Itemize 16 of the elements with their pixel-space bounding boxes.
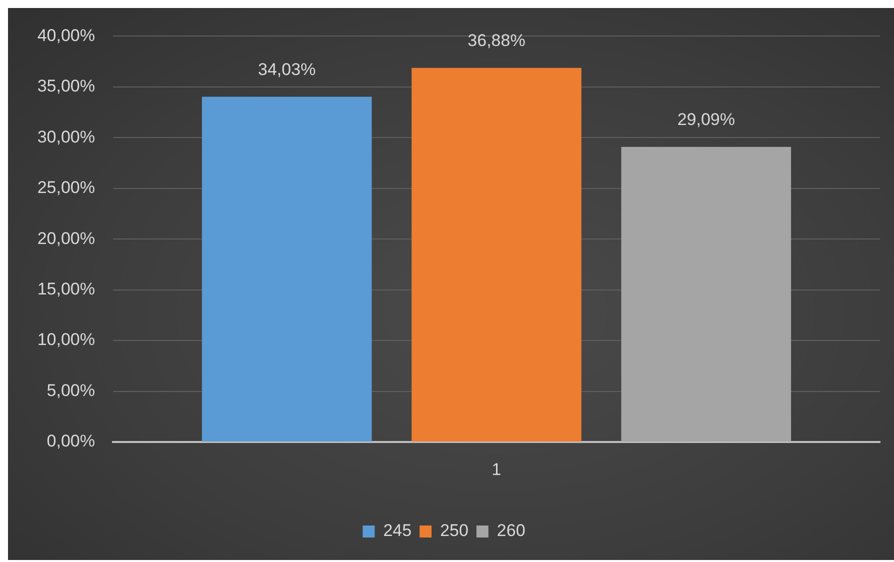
- x-tick-label: 1: [492, 460, 502, 479]
- legend-label: 250: [440, 521, 468, 540]
- y-tick-label: 15,00%: [37, 280, 95, 299]
- y-tick-label: 40,00%: [37, 26, 95, 45]
- data-label: 29,09%: [677, 110, 735, 130]
- data-label: 36,88%: [468, 31, 526, 50]
- legend-label: 245: [383, 521, 412, 540]
- y-tick-label: 0,00%: [46, 432, 95, 451]
- legend-label: 260: [496, 521, 526, 540]
- data-label: 34,03%: [258, 60, 316, 79]
- y-tick-label: 10,00%: [37, 330, 95, 350]
- y-tick-label: 5,00%: [46, 380, 95, 400]
- y-tick-label: 30,00%: [37, 127, 95, 146]
- y-tick-label: 20,00%: [37, 228, 95, 248]
- y-tick-label: 35,00%: [37, 76, 95, 96]
- y-tick-label: 25,00%: [37, 178, 95, 198]
